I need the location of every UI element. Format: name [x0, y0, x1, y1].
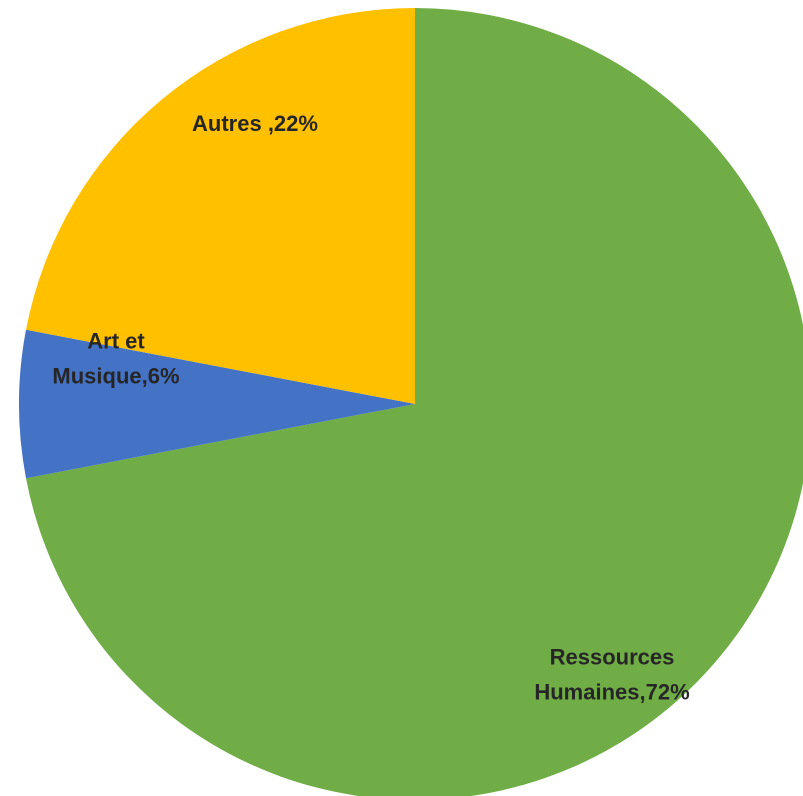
pie-slice-label-2: Autres ,22% — [192, 111, 318, 136]
pie-slice-label-line: Art et — [87, 329, 145, 354]
pie-slice-1 — [18, 329, 416, 479]
pie-labels: Ressources Humaines,72% Art et Musique,6% Au… — [52, 111, 689, 705]
pie-slice-label-0: Ressources Humaines,72% — [534, 645, 689, 705]
pie-slices — [18, 8, 803, 796]
pie-slice-label-line: Musique,6% — [52, 364, 179, 389]
pie-slice-0 — [26, 8, 803, 796]
pie-slice-2 — [26, 8, 415, 404]
pie-slice-label-1: Art et Musique,6% — [52, 329, 179, 389]
pie-slice-label-line: Ressources — [550, 645, 675, 670]
pie-slice-label-line: Humaines,72% — [534, 680, 689, 705]
pie-slice-label-line: Autres ,22% — [192, 111, 318, 136]
